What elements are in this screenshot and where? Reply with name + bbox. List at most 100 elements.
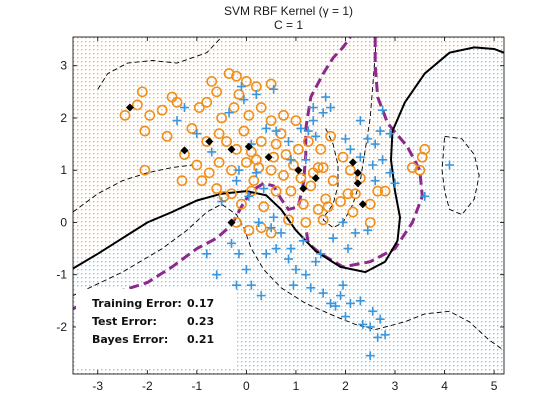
- orange-point-45: [295, 172, 307, 184]
- orange-point-41: [240, 156, 252, 168]
- blue-point-37: [355, 296, 365, 306]
- y-tick-label-3: 1: [60, 163, 67, 177]
- orange-point-69: [283, 214, 294, 226]
- blue-point-38: [358, 319, 368, 329]
- orange-point-46: [305, 180, 317, 192]
- svm-margin-line-2: [322, 37, 377, 229]
- blue-point-43: [365, 351, 375, 361]
- blue-point-21: [244, 191, 254, 201]
- blue-point-72: [340, 134, 350, 144]
- orange-point-32: [280, 149, 292, 160]
- orange-point-13: [240, 76, 252, 87]
- orange-point-5: [132, 99, 143, 111]
- support-vector-6: [294, 166, 303, 175]
- blue-point-5: [192, 129, 202, 139]
- support-vector-1: [180, 146, 189, 155]
- orange-point-11: [223, 68, 235, 79]
- blue-point-10: [271, 126, 281, 136]
- chart-title: SVM RBF Kernel (γ = 1): [224, 4, 353, 18]
- orange-point-48: [327, 175, 339, 187]
- svm-margin-line-1: [73, 164, 192, 213]
- blue-point-49: [241, 265, 251, 275]
- orange-point-73: [349, 188, 361, 200]
- svm-margin-line-3: [73, 203, 504, 351]
- blue-point-0: [236, 82, 246, 92]
- blue-point-53: [246, 280, 256, 290]
- orange-point-22: [278, 109, 289, 121]
- orange-point-6: [119, 109, 131, 121]
- blue-point-76: [445, 160, 455, 170]
- orange-point-83: [248, 175, 260, 187]
- blue-point-7: [234, 165, 244, 175]
- blue-point-77: [318, 108, 328, 118]
- orange-point-63: [317, 214, 329, 226]
- blue-point-75: [420, 191, 430, 201]
- support-vector-5: [264, 153, 273, 162]
- blue-point-44: [380, 330, 390, 340]
- blue-point-14: [308, 116, 318, 126]
- orange-point-75: [347, 206, 359, 218]
- orange-point-36: [325, 130, 337, 142]
- svm-margin-lines: [73, 37, 504, 351]
- blue-point-24: [254, 217, 264, 227]
- orange-point-79: [419, 143, 431, 155]
- blue-point-20: [217, 197, 227, 207]
- orange-point-24: [186, 123, 198, 134]
- axis-ticks: -3 -2 -1 0 1 2 3 4 5 -2 -1 0 1 2 3: [56, 37, 504, 393]
- x-tick-label-6: 3: [392, 379, 399, 393]
- orange-point-74: [372, 185, 384, 197]
- error-legend-box: Training Error: 0.17 Test Error: 0.23 Ba…: [76, 289, 236, 369]
- support-vector-2: [205, 137, 214, 146]
- chart-subtitle: C = 1: [274, 18, 303, 32]
- support-vector-4: [244, 142, 253, 151]
- orange-point-92: [379, 185, 391, 197]
- blue-point-26: [271, 244, 281, 254]
- blue-point-47: [227, 238, 237, 248]
- test-error-value: 0.23: [187, 315, 214, 328]
- blue-point-30: [301, 270, 311, 280]
- blue-point-15: [311, 131, 321, 141]
- orange-point-0: [136, 86, 148, 98]
- blue-point-3: [251, 89, 261, 99]
- blue-point-48: [234, 249, 244, 259]
- blue-point-62: [355, 152, 365, 162]
- orange-point-44: [278, 170, 289, 181]
- blue-point-46: [202, 249, 212, 259]
- x-tick-label-5: 2: [342, 379, 349, 393]
- orange-point-39: [213, 156, 225, 168]
- blue-point-9: [261, 123, 271, 133]
- orange-point-8: [161, 130, 173, 142]
- y-tick-label-2: 0: [60, 215, 67, 229]
- orange-point-84: [236, 198, 247, 210]
- orange-point-3: [156, 104, 168, 116]
- orange-point-19: [243, 109, 255, 121]
- orange-point-58: [297, 198, 309, 210]
- blue-point-74: [378, 105, 388, 115]
- svm-boundary-line-0: [73, 46, 504, 274]
- orange-point-76: [364, 217, 376, 228]
- support-vector-7: [311, 174, 320, 183]
- orange-point-2: [171, 96, 183, 108]
- orange-point-77: [406, 162, 418, 174]
- support-vector-8: [299, 184, 308, 193]
- orange-point-52: [211, 183, 223, 194]
- blue-point-29: [291, 265, 301, 275]
- y-tick-label-1: -1: [56, 268, 67, 282]
- support-vector-10: [353, 168, 362, 177]
- blue-point-65: [375, 126, 385, 136]
- orange-point-18: [228, 102, 240, 113]
- orange-point-37: [191, 159, 203, 171]
- y-tick-label-5: 3: [60, 59, 67, 73]
- blue-point-55: [316, 249, 326, 259]
- orange-point-57: [285, 185, 297, 197]
- x-tick-label-8: 5: [491, 379, 498, 393]
- blue-point-86: [286, 244, 296, 254]
- orange-point-50: [176, 175, 188, 187]
- training-error-value: 0.17: [187, 297, 214, 310]
- orange-point-51: [196, 175, 208, 187]
- x-tick-label-4: 1: [293, 379, 300, 393]
- blue-point-50: [212, 270, 222, 280]
- blue-point-81: [269, 84, 279, 94]
- blue-point-78: [321, 92, 331, 102]
